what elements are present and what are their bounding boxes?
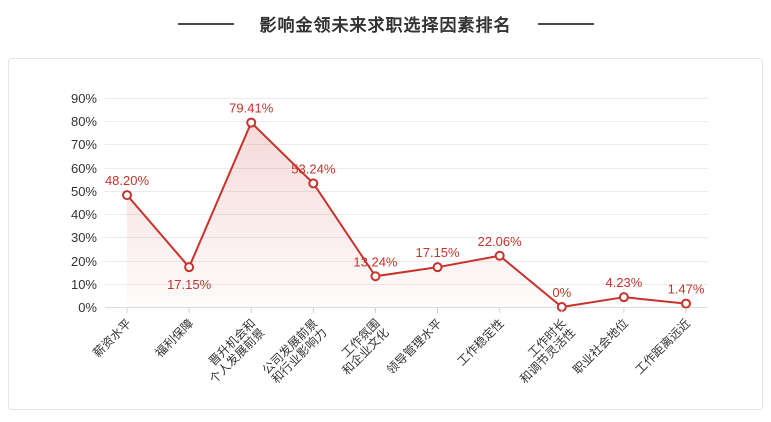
title-right-rule [537, 22, 594, 25]
x-axis-category-label: 工作稳定性 [454, 316, 507, 369]
data-point-label: 1.47% [668, 282, 705, 297]
y-axis-tick-label: 90% [71, 91, 97, 106]
chart-header: 影响金领未来求职选择因素排名 [0, 11, 771, 36]
y-axis-tick-label: 0% [78, 300, 97, 315]
data-point-marker[interactable] [681, 298, 691, 309]
data-point-label: 0% [552, 285, 571, 300]
line-layer [126, 121, 687, 308]
series-line [126, 121, 687, 308]
data-point-marker[interactable] [494, 250, 505, 261]
data-point-marker[interactable] [122, 190, 132, 201]
x-axis-category-label: 领导管理水平 [383, 316, 445, 378]
x-axis-category-label: 福利保障 [152, 316, 197, 361]
y-axis-tick-label: 40% [71, 207, 97, 222]
y-axis-tick-label: 80% [71, 114, 97, 129]
y-axis-tick-label: 30% [71, 230, 97, 245]
line-chart: 48.20% 17.15% 79.41% 53.24% 13.24% 17.15% 22.0… [71, 91, 708, 387]
page-title: 影响金领未来求职选择因素排名 [259, 16, 512, 35]
x-axis-category-label: 晋升机会和个人发展前景 [198, 316, 268, 386]
data-point-label: 4.23% [605, 275, 642, 290]
y-axis-tick-label: 50% [71, 184, 97, 199]
data-point-label: 22.06% [478, 234, 523, 249]
area-layer [127, 122, 686, 307]
title-left-rule [177, 22, 234, 25]
x-axis-category-label: 工作时长和调节灵活性 [508, 316, 578, 386]
x-axis-category-label: 职业社会地位 [569, 316, 631, 378]
data-point-label: 53.24% [291, 161, 336, 176]
data-point-marker[interactable] [246, 117, 257, 128]
data-point-label: 17.15% [167, 277, 212, 292]
data-point-marker[interactable] [432, 262, 443, 273]
data-point-label: 13.24% [353, 254, 398, 269]
y-axis-tick-label: 60% [71, 161, 97, 176]
data-labels-layer: 48.20% 17.15% 79.41% 53.24% 13.24% 17.15% 22.0… [105, 101, 705, 300]
chart-card: 48.20% 17.15% 79.41% 53.24% 13.24% 17.15% 22.0… [8, 58, 763, 410]
data-point-marker[interactable] [184, 262, 195, 273]
data-point-marker[interactable] [618, 292, 629, 303]
data-point-label: 79.41% [229, 101, 274, 116]
y-axis-tick-label: 10% [71, 277, 97, 292]
data-point-marker[interactable] [308, 178, 319, 189]
x-axis-category-label: 工作距离远近 [632, 316, 694, 378]
x-axis-category-label: 公司发展前景和行业影响力 [259, 316, 330, 387]
x-axis-category-label: 薪资水平 [90, 316, 134, 360]
x-axis-category-label: 工作氛围和企业文化 [330, 316, 392, 378]
data-point-label: 17.15% [416, 245, 461, 260]
y-axis-tick-label: 20% [71, 254, 97, 269]
points-layer [122, 117, 691, 312]
series-area-fill [127, 122, 686, 307]
data-point-marker[interactable] [370, 271, 381, 282]
y-axis-tick-label: 70% [71, 137, 97, 152]
data-point-label: 48.20% [105, 173, 150, 188]
